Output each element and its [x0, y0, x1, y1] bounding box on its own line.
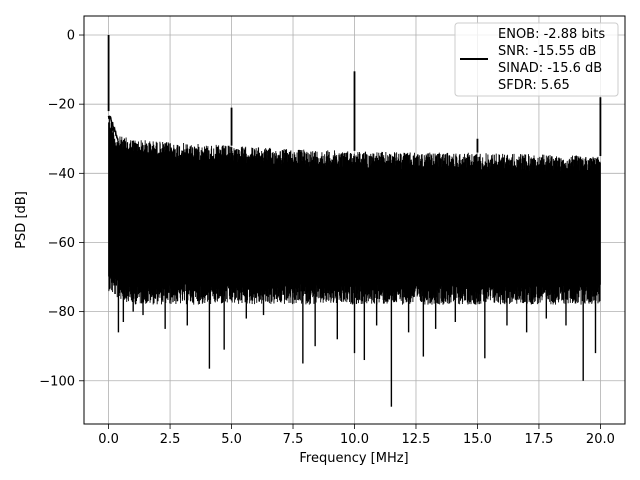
- y-tick-label: −40: [48, 167, 75, 182]
- y-axis-label: PSD [dB]: [14, 191, 29, 249]
- y-tick-label: −100: [39, 374, 75, 389]
- x-tick-label: 12.5: [402, 432, 431, 447]
- x-tick-label: 2.5: [160, 432, 181, 447]
- x-tick-label: 7.5: [283, 432, 304, 447]
- x-axis-ticks: 0.0 2.5 5.0 7.5 10.0 12.5 15.0 17.5 20.0: [98, 424, 615, 447]
- legend-entry-sinad: SINAD: -15.6 dB: [498, 61, 602, 76]
- legend-entry-sfdr: SFDR: 5.65: [498, 78, 570, 93]
- x-tick-label: 17.5: [524, 432, 553, 447]
- psd-series: [107, 35, 602, 407]
- y-tick-label: 0: [67, 29, 75, 44]
- plot-series: [107, 35, 602, 407]
- legend-entry-snr: SNR: -15.55 dB: [498, 44, 596, 59]
- legend-box: [454, 22, 619, 97]
- y-tick-label: −60: [48, 236, 75, 251]
- x-axis-label: Frequency [MHz]: [299, 451, 408, 466]
- x-tick-label: 5.0: [221, 432, 242, 447]
- x-tick-label: 15.0: [463, 432, 492, 447]
- y-tick-label: −80: [48, 305, 75, 320]
- psd-noise-band: [108, 117, 601, 305]
- x-tick-label: 20.0: [586, 432, 615, 447]
- psd-dc-rolloff: [107, 115, 119, 141]
- x-tick-label: 0.0: [98, 432, 119, 447]
- legend-entry-enob: ENOB: -2.88 bits: [498, 27, 605, 42]
- legend: ENOB: -2.88 bits SNR: -15.55 dB SINAD: -…: [454, 22, 619, 97]
- x-tick-label: 10.0: [340, 432, 369, 447]
- y-tick-label: −20: [48, 98, 75, 113]
- y-axis-ticks: 0 −20 −40 −60 −80 −100: [39, 29, 84, 389]
